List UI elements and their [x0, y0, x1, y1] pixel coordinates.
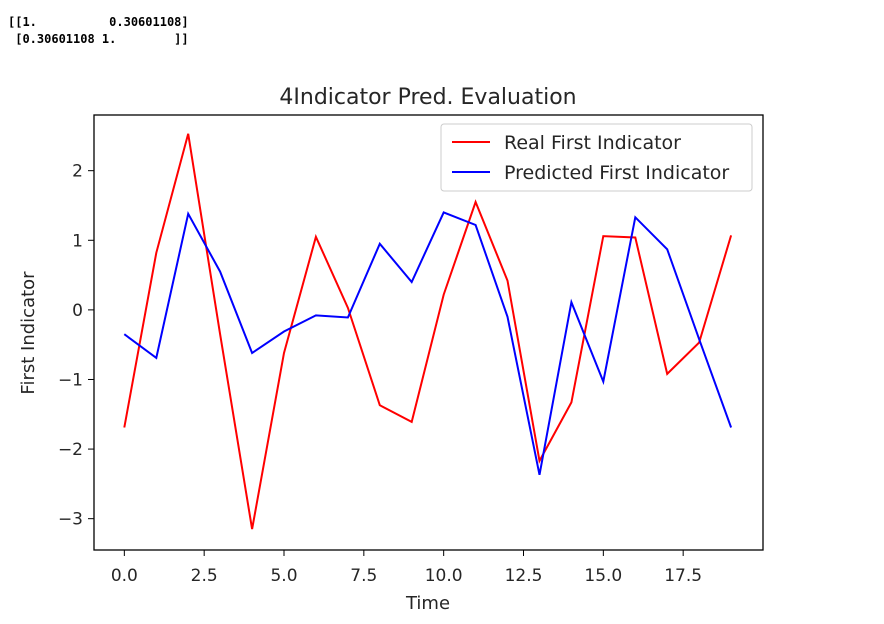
x-axis-label: Time	[405, 593, 450, 614]
x-tick-label: 12.5	[505, 566, 543, 586]
x-axis: 0.0 2.5 5.0 7.5 10.0 12.5 15.0 17.5	[111, 550, 702, 586]
x-tick-label: 7.5	[350, 566, 377, 586]
y-tick-label: −1	[58, 370, 83, 390]
y-tick-label: −2	[58, 440, 83, 460]
y-tick-label: 0	[72, 301, 83, 321]
x-tick-label: 17.5	[664, 566, 702, 586]
x-tick-label: 0.0	[111, 566, 138, 586]
legend-label-predicted: Predicted First Indicator	[504, 162, 729, 184]
console-output-line-2: [0.30601108 1. ]]	[8, 32, 189, 46]
console-output-line-1: [[1. 0.30601108]	[8, 15, 189, 29]
legend: Real First Indicator Predicted First Ind…	[440, 123, 753, 192]
x-tick-label: 2.5	[191, 566, 218, 586]
y-tick-label: 1	[72, 231, 83, 251]
plot-frame	[93, 114, 764, 551]
x-tick-label: 10.0	[425, 566, 463, 586]
x-tick-label: 15.0	[584, 566, 622, 586]
console-output: [[1. 0.30601108] [0.30601108 1. ]]	[8, 14, 189, 48]
legend-box	[440, 123, 753, 192]
y-axis: 2 1 0 −1 −2 −3	[58, 162, 94, 530]
x-tick-label: 5.0	[270, 566, 297, 586]
legend-label-real: Real First Indicator	[504, 132, 681, 154]
y-tick-label: 2	[72, 162, 83, 182]
chart-title: 4Indicator Pred. Evaluation	[279, 85, 576, 110]
series-layer	[123, 133, 733, 530]
y-tick-label: −3	[58, 510, 83, 530]
series-line-1	[123, 210, 733, 475]
y-axis-label: First Indicator	[18, 271, 39, 395]
series-line-0	[123, 133, 733, 530]
